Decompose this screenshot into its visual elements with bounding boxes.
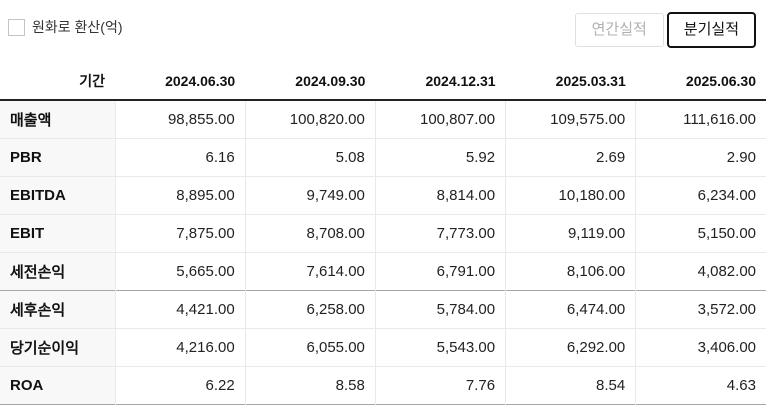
header-date: 2025.03.31 [505,62,636,101]
row-value: 7,773.00 [374,214,506,252]
row-value: 6,292.00 [505,328,636,366]
row-label: 당기순이익 [0,328,115,366]
row-value: 8,708.00 [244,214,376,252]
row-value: 5,150.00 [635,214,766,252]
row-value: 7.76 [374,366,506,404]
financials-table: 기간 2024.06.30 2024.09.30 2024.12.31 2025.03.… [0,62,766,405]
row-value: 8,106.00 [505,252,636,290]
row-value: 4,082.00 [635,252,766,290]
row-value: 10,180.00 [505,176,636,214]
row-value: 4,421.00 [114,290,246,328]
row-value: 2.69 [505,138,636,176]
row-value: 6,258.00 [244,290,376,328]
row-value: 7,614.00 [244,252,376,290]
row-value: 6,791.00 [374,252,506,290]
row-label: 매출액 [0,100,115,138]
row-label: ROA [0,366,115,404]
row-value: 9,119.00 [505,214,636,252]
row-value: 2.90 [635,138,766,176]
row-value: 6,234.00 [635,176,766,214]
row-label: PBR [0,138,115,176]
row-value: 4,216.00 [114,328,246,366]
row-value: 5,665.00 [114,252,246,290]
button-quarterly[interactable]: 분기실적 [666,12,756,48]
checkbox-label: 원화로 환산(억) [32,19,123,35]
row-value: 5.08 [244,138,376,176]
table-row: ROA 6.22 8.58 7.76 8.54 4.63 [0,366,766,404]
row-value: 7,875.00 [114,214,246,252]
table-row: 당기순이익 4,216.00 6,055.00 5,543.00 6,292.00 3,4… [0,328,766,366]
table-row: 세후손익 4,421.00 6,258.00 5,784.00 6,474.00 3,57… [0,290,766,328]
header-date: 2024.09.30 [245,62,376,101]
header-row: 기간 2024.06.30 2024.09.30 2024.12.31 2025.03.… [0,62,766,101]
table-row: PBR 6.16 5.08 5.92 2.69 2.90 [0,138,766,176]
row-value: 3,406.00 [635,328,766,366]
row-label: 세전손익 [0,252,115,290]
row-value: 8.58 [244,366,376,404]
row-value: 6.16 [114,138,246,176]
row-value: 6.22 [114,366,246,404]
row-label: EBITDA [0,176,115,214]
toolbar: 원화로 환산(억) 연간실적 분기실적 [0,0,766,62]
header-date: 2024.06.30 [115,62,246,101]
checkbox-icon[interactable] [8,18,25,36]
row-value: 98,855.00 [114,100,246,138]
button-annual[interactable]: 연간실적 [574,13,664,47]
row-value: 5,543.00 [374,328,506,366]
row-value: 8.54 [505,366,636,404]
header-date: 2025.06.30 [635,62,766,101]
row-value: 6,055.00 [244,328,376,366]
row-value: 8,814.00 [374,176,506,214]
header-date: 2024.12.31 [375,62,506,101]
row-label: 세후손익 [0,290,115,328]
row-value: 6,474.00 [505,290,636,328]
table-row: EBIT 7,875.00 8,708.00 7,773.00 9,119.00 5,15… [0,214,766,252]
row-label: EBIT [0,214,115,252]
table-row: EBITDA 8,895.00 9,749.00 8,814.00 10,180.00 6… [0,176,766,214]
header-period: 기간 [0,62,115,101]
row-value: 100,820.00 [244,100,376,138]
table-header: 기간 2024.06.30 2024.09.30 2024.12.31 2025.03.… [0,62,766,101]
row-value: 8,895.00 [114,176,246,214]
row-value: 109,575.00 [505,100,636,138]
table-body: 매출액 98,855.00 100,820.00 100,807.00 109,575.… [0,100,766,404]
row-value: 9,749.00 [244,176,376,214]
row-value: 4.63 [635,366,766,404]
row-value: 3,572.00 [635,290,766,328]
row-value: 5.92 [374,138,506,176]
row-value: 111,616.00 [635,100,766,138]
won-conversion-toggle[interactable]: 원화로 환산(억) [8,17,123,37]
table-row: 매출액 98,855.00 100,820.00 100,807.00 109,575.… [0,100,766,138]
period-button-group: 연간실적 분기실적 [574,12,756,48]
table-row: 세전손익 5,665.00 7,614.00 6,791.00 8,106.00 4,08… [0,252,766,290]
row-value: 100,807.00 [374,100,506,138]
row-value: 5,784.00 [374,290,506,328]
